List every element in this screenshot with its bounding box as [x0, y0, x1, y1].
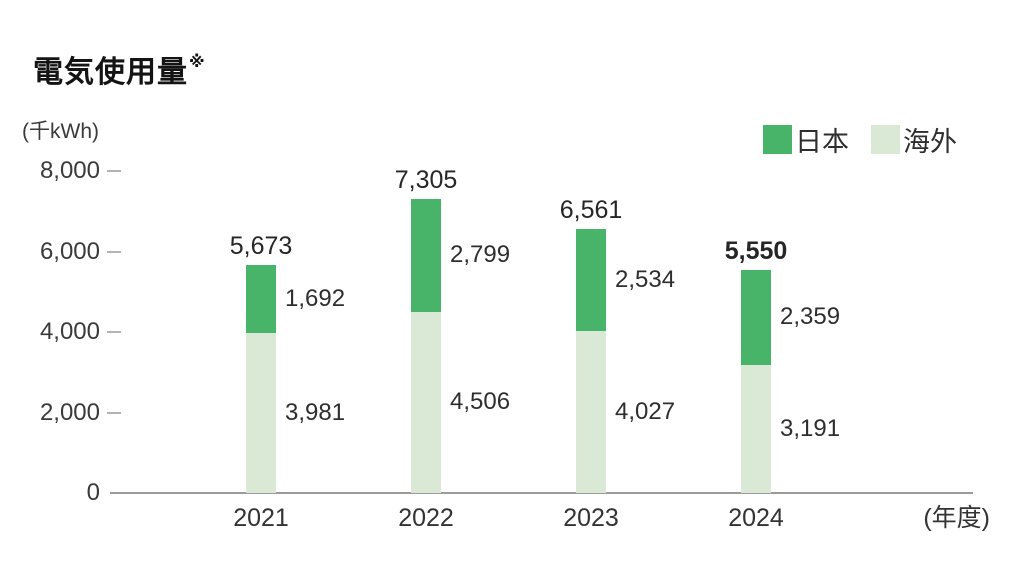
bar-2021-japan-segment: [246, 264, 276, 333]
y-tick-label-2000: 2,000: [39, 398, 100, 426]
y-tick-label-4000: 4,000: [39, 318, 100, 345]
x-category-label-2021: 2021: [233, 504, 289, 532]
chart-title-text: 電気使用量: [33, 56, 188, 89]
legend-label-japan: 日本: [795, 127, 849, 157]
x-axis-unit-label: (年度): [923, 504, 990, 532]
total-label-2023: 6,561: [559, 195, 623, 224]
total-label-2022: 7,305: [394, 165, 458, 194]
bar-2022-japan-segment: [411, 198, 441, 312]
chart-title-footnote-mark: ※: [189, 54, 206, 71]
y-tick-mark-6000: [107, 250, 121, 253]
total-label-2024: 5,550: [724, 236, 788, 265]
legend-item-japan: 日本: [763, 120, 849, 159]
x-category-label-2023: 2023: [563, 504, 619, 532]
legend-swatch-japan: [763, 125, 792, 154]
chart-title: 電気使用量※: [33, 47, 205, 91]
y-axis-unit-label: (千kWh): [22, 120, 99, 143]
y-tick-mark-4000: [107, 331, 121, 333]
bar-2023-overseas-segment: [576, 330, 606, 493]
value-label-2021-overseas: 3,981: [285, 398, 346, 426]
value-label-2023-japan: 2,534: [615, 265, 676, 293]
x-axis-line: [110, 492, 973, 494]
value-label-2021-japan: 1,692: [285, 284, 346, 312]
bar-2022-overseas-segment: [411, 311, 441, 493]
legend-label-overseas: 海外: [903, 127, 957, 157]
bar-2023-japan-segment: [576, 228, 606, 331]
value-label-2022-japan: 2,799: [450, 241, 511, 269]
bar-2024-overseas-segment: [741, 364, 771, 493]
bar-2021-overseas-segment: [246, 332, 276, 493]
value-label-2023-overseas: 4,027: [615, 397, 676, 425]
bar-2024-japan-segment: [741, 269, 771, 365]
x-category-label-2024: 2024: [728, 504, 784, 532]
y-tick-label-8000: 8,000: [39, 157, 100, 184]
value-label-2024-overseas: 3,191: [780, 414, 841, 442]
value-label-2022-overseas: 4,506: [450, 388, 511, 416]
y-tick-mark-2000: [107, 411, 121, 414]
y-tick-label-0: 0: [86, 479, 100, 506]
legend: 日本 海外: [763, 120, 990, 159]
y-tick-mark-8000: [107, 170, 121, 172]
legend-swatch-overseas: [871, 125, 900, 154]
total-label-2021: 5,673: [229, 231, 293, 260]
x-category-label-2022: 2022: [398, 504, 454, 532]
legend-item-overseas: 海外: [871, 120, 957, 159]
value-label-2024-japan: 2,359: [780, 303, 841, 331]
y-tick-label-6000: 6,000: [39, 237, 100, 265]
